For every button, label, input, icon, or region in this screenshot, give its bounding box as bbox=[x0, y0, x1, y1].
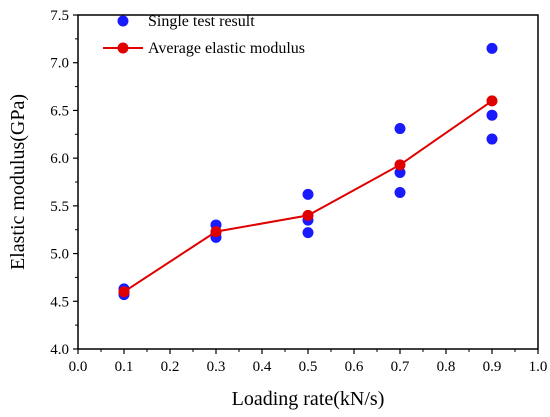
x-tick-label: 0.0 bbox=[69, 359, 88, 375]
single-test-point bbox=[486, 109, 498, 121]
x-tick-label: 0.1 bbox=[115, 359, 134, 375]
single-test-point bbox=[394, 186, 406, 198]
average-point bbox=[486, 95, 498, 107]
x-tick-label: 0.4 bbox=[253, 359, 272, 375]
y-tick-label: 7.5 bbox=[50, 8, 69, 24]
legend-marker-average bbox=[117, 42, 129, 54]
x-tick-label: 0.7 bbox=[391, 359, 410, 375]
legend-label-single: Single test result bbox=[148, 13, 255, 30]
plot-area bbox=[118, 42, 498, 301]
y-axis: 4.0 4.5 5.0 5.5 6.0 6.5 7.0 7.5 bbox=[50, 8, 78, 358]
x-axis-title: Loading rate(kN/s) bbox=[232, 388, 385, 410]
single-test-point bbox=[394, 166, 406, 178]
plot-frame bbox=[77, 14, 539, 350]
x-tick-label: 0.6 bbox=[345, 359, 364, 375]
legend: Single test result Average elastic modulu… bbox=[103, 13, 305, 57]
y-tick-label: 5.0 bbox=[50, 247, 69, 263]
average-point bbox=[394, 159, 406, 171]
y-tick-label: 5.5 bbox=[50, 199, 69, 215]
y-tick-label: 6.5 bbox=[50, 103, 69, 119]
x-tick-label: 0.9 bbox=[483, 359, 502, 375]
y-axis-title: Elastic modulus(GPa) bbox=[7, 94, 29, 270]
x-tick-label: 0.3 bbox=[207, 359, 226, 375]
legend-marker-single bbox=[117, 15, 129, 27]
y-tick-label: 6.0 bbox=[50, 151, 69, 167]
y-tick-label: 4.5 bbox=[50, 294, 69, 310]
x-tick-label: 0.5 bbox=[299, 359, 318, 375]
x-tick-label: 1.0 bbox=[529, 359, 548, 375]
single-test-point bbox=[486, 42, 498, 54]
single-test-point bbox=[394, 123, 406, 135]
single-test-point bbox=[486, 133, 498, 145]
x-tick-label: 0.2 bbox=[161, 359, 180, 375]
x-axis: 0.0 0.1 0.2 0.3 0.4 0.5 0.6 0.7 0.8 0.9 1.0 bbox=[69, 349, 548, 375]
average-point bbox=[118, 286, 130, 298]
average-point bbox=[302, 209, 314, 221]
average-point bbox=[210, 226, 222, 238]
y-tick-label: 7.0 bbox=[50, 56, 69, 72]
legend-label-average: Average elastic modulus bbox=[148, 40, 305, 57]
y-tick-label: 4.0 bbox=[50, 342, 69, 358]
x-tick-label: 0.8 bbox=[437, 359, 456, 375]
single-test-point bbox=[302, 188, 314, 200]
single-test-point bbox=[302, 227, 314, 239]
